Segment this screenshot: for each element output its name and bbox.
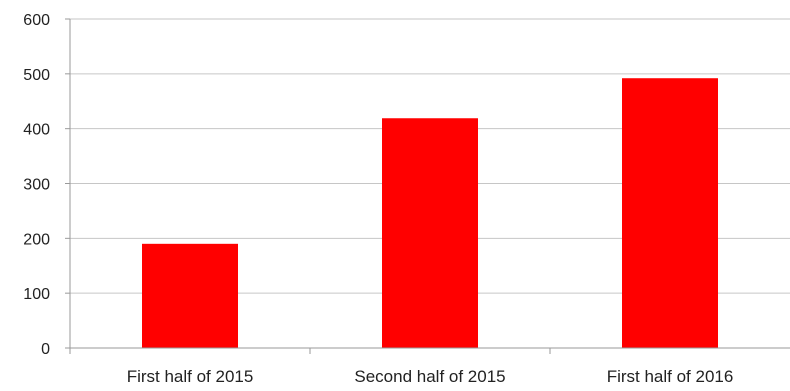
y-tick-label: 500 — [23, 67, 50, 84]
y-axis-tick-labels: 0 100 200 300 400 500 600 — [23, 12, 50, 358]
bar — [382, 118, 478, 348]
axes — [65, 18, 790, 354]
y-tick-label: 600 — [23, 12, 50, 29]
bars — [142, 78, 718, 348]
y-tick-label: 0 — [41, 341, 50, 358]
y-tick-label: 100 — [23, 286, 50, 303]
y-tick-label: 400 — [23, 122, 50, 139]
x-tick-label: Second half of 2015 — [354, 367, 505, 386]
x-axis-tick-labels: First half of 2015 Second half of 2015 Fir… — [127, 367, 734, 386]
y-tick-label: 200 — [23, 231, 50, 248]
bar — [142, 243, 238, 348]
y-tick-label: 300 — [23, 177, 50, 194]
x-tick-label: First half of 2015 — [127, 367, 254, 386]
x-tick-label: First half of 2016 — [607, 367, 734, 386]
bar — [622, 78, 718, 348]
